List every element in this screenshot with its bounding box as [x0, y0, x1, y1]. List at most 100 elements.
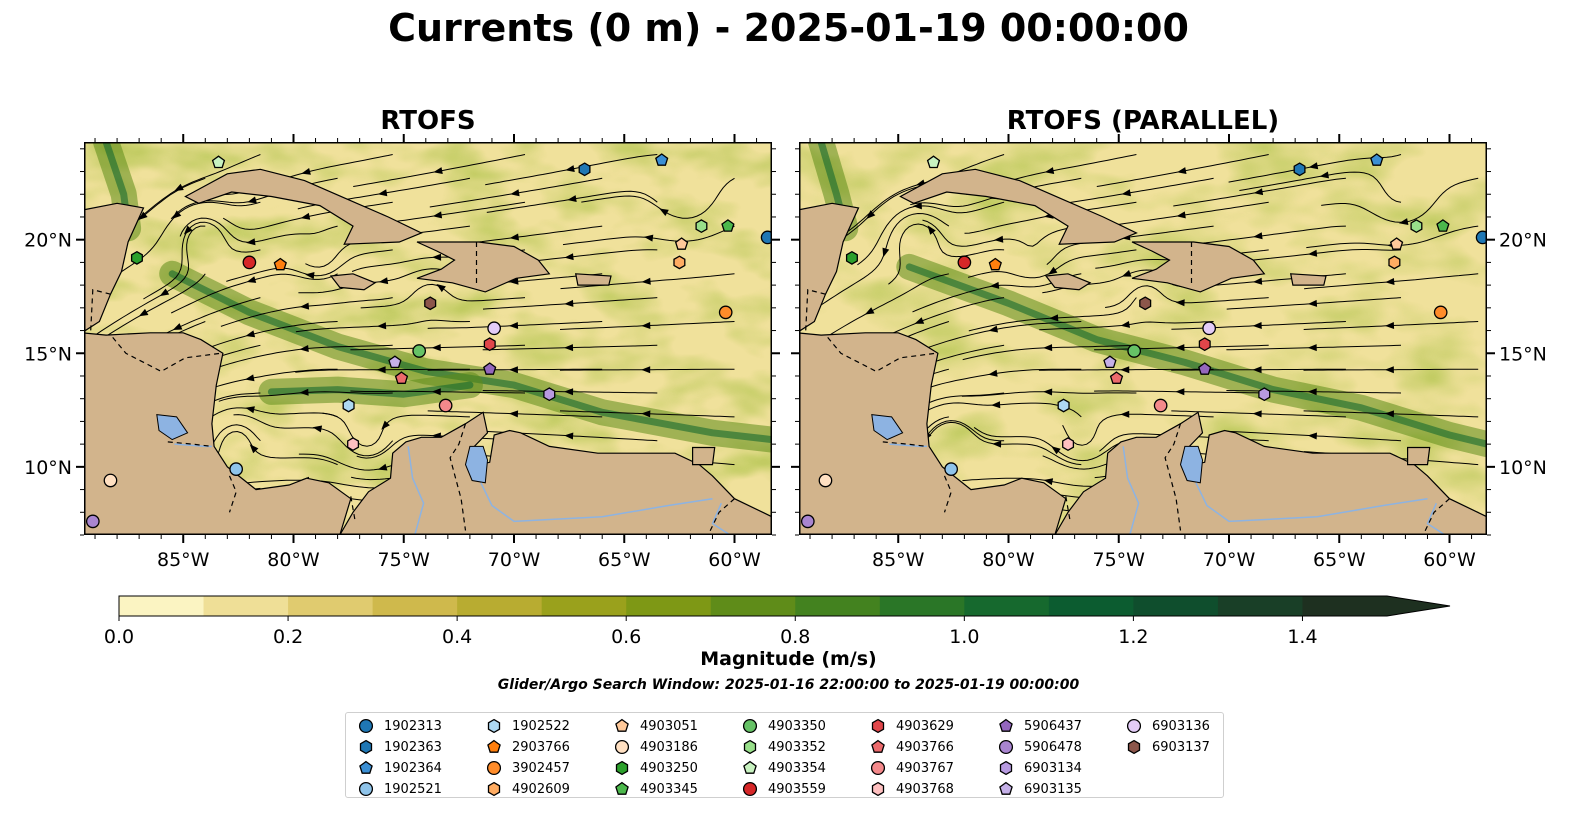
- country-border: [943, 475, 952, 513]
- streamline-arrow: [1121, 189, 1131, 197]
- land-central-america: [84, 332, 352, 535]
- colorbar-segment: [288, 596, 374, 616]
- float-marker-5906478: [800, 514, 815, 529]
- streamline-arrow: [564, 388, 574, 396]
- lake: [464, 445, 489, 484]
- streamline-arrow: [172, 210, 182, 219]
- legend-label: 4903766: [896, 739, 954, 755]
- land-cuba: [899, 168, 1138, 245]
- lat-tick-label: 15°N: [1499, 343, 1547, 365]
- float-marker-6903137: [1139, 296, 1152, 311]
- colorbar-segment: [203, 596, 289, 616]
- float-marker-4902609: [1388, 255, 1401, 270]
- pentagon-marker-icon: [487, 739, 501, 753]
- streamline-arrow: [377, 322, 387, 330]
- float-marker-4903768: [347, 437, 360, 452]
- circle-marker-icon: [614, 739, 630, 755]
- streamline-arrow: [1049, 314, 1059, 322]
- legend-item-1902522: 1902522: [486, 716, 570, 736]
- map-panel-rtofs[interactable]: [84, 142, 772, 535]
- search-window-note: Glider/Argo Search Window: 2025-01-16 22…: [497, 677, 1080, 693]
- lat-tick-label: 20°N: [24, 230, 72, 252]
- legend-item-1902521: 1902521: [358, 779, 442, 799]
- legend-label: 6903135: [1024, 781, 1082, 797]
- legend-label: 4903767: [896, 760, 954, 776]
- country-border: [1164, 423, 1182, 531]
- float-marker-4903629: [1198, 337, 1211, 352]
- panel-title-rtofs-parallel: RTOFS (PARALLEL): [1006, 106, 1280, 136]
- streamline-arrow: [1384, 366, 1394, 374]
- float-marker-4903250: [845, 250, 858, 265]
- streamline-arrow: [564, 299, 574, 307]
- legend-label: 4902609: [512, 781, 570, 797]
- streamline-arrow: [1175, 388, 1185, 396]
- float-marker-6903135: [388, 355, 402, 369]
- streamline-arrow: [436, 284, 446, 293]
- streamline-arrow: [991, 401, 1001, 409]
- colorbar-segment: [1133, 596, 1219, 616]
- legend-item-4903350: 4903350: [742, 716, 826, 736]
- colorbar-tick-label: 0.8: [780, 626, 810, 648]
- float-marker-6903136: [487, 321, 502, 336]
- float-marker-4903629: [483, 337, 496, 352]
- legend-item-2903766: 2903766: [486, 737, 570, 757]
- float-marker-6903137: [424, 296, 437, 311]
- streamline-arrow: [508, 410, 519, 418]
- streamline-arrow: [989, 281, 1000, 289]
- streamline-arrow: [1121, 270, 1132, 277]
- float-marker-4903350: [1127, 344, 1142, 358]
- lat-tick-label: 20°N: [1499, 230, 1547, 252]
- float-marker-4903051: [674, 237, 689, 250]
- streamline-arrow: [433, 167, 443, 174]
- float-marker-4903559: [242, 255, 257, 270]
- streamline-arrow: [1252, 322, 1262, 329]
- legend-label: 1902363: [384, 739, 442, 755]
- float-marker-4903345: [721, 219, 735, 232]
- streamline-arrow: [1048, 266, 1058, 275]
- float-marker-4903345: [1436, 219, 1450, 232]
- streamline-arrow: [1043, 344, 1053, 352]
- hexagon-marker-icon: [487, 781, 501, 797]
- land-south-america: [1054, 411, 1487, 535]
- river: [889, 443, 927, 448]
- streamline-arrow: [1307, 388, 1317, 396]
- streamline-arrow: [864, 307, 875, 315]
- streamline-arrow: [641, 277, 651, 285]
- legend-label: 4903345: [640, 781, 698, 797]
- streamline-arrow: [1252, 410, 1262, 418]
- streamline-arrow: [1043, 388, 1053, 396]
- streamline-arrow: [1252, 277, 1263, 285]
- legend-item-1902313: 1902313: [358, 716, 442, 736]
- lon-tick-label: 70°W: [488, 549, 541, 571]
- streamline-arrow: [378, 277, 389, 285]
- map-frame: [84, 142, 772, 535]
- legend-label: 4903250: [640, 760, 698, 776]
- river: [1122, 446, 1140, 535]
- float-marker-4903767: [438, 398, 453, 413]
- colorbar-outline: [118, 595, 1451, 617]
- streamline-arrow: [249, 444, 259, 454]
- float-marker-1902364: [1370, 153, 1384, 166]
- streamline-arrow: [509, 233, 519, 241]
- streamline-arrow: [300, 212, 311, 220]
- float-marker-1902522: [1057, 398, 1070, 413]
- streamline-arrow: [138, 308, 149, 317]
- float-marker-4903354: [211, 155, 226, 169]
- legend-label: 2903766: [512, 739, 570, 755]
- colorbar-tick-label: 0.2: [273, 626, 303, 648]
- land-cuba: [184, 168, 423, 245]
- map-panel-rtofs-parallel[interactable]: [799, 142, 1487, 535]
- legend-label: 6903134: [1024, 760, 1082, 776]
- legend-label: 5906478: [1024, 739, 1082, 755]
- hexagon-marker-icon: [1127, 739, 1141, 755]
- lon-tick-label: 60°W: [1423, 549, 1476, 571]
- streamline-arrow: [431, 388, 441, 396]
- legend-item-4903250: 4903250: [614, 758, 698, 778]
- lat-tick-label: 10°N: [1499, 457, 1547, 479]
- legend-label: 6903136: [1152, 718, 1210, 734]
- streamline-arrow: [1120, 410, 1130, 418]
- hexagon-marker-icon: [743, 739, 757, 755]
- country-border: [882, 441, 927, 447]
- streamline-arrow: [376, 366, 386, 374]
- streamline-arrow: [312, 425, 323, 433]
